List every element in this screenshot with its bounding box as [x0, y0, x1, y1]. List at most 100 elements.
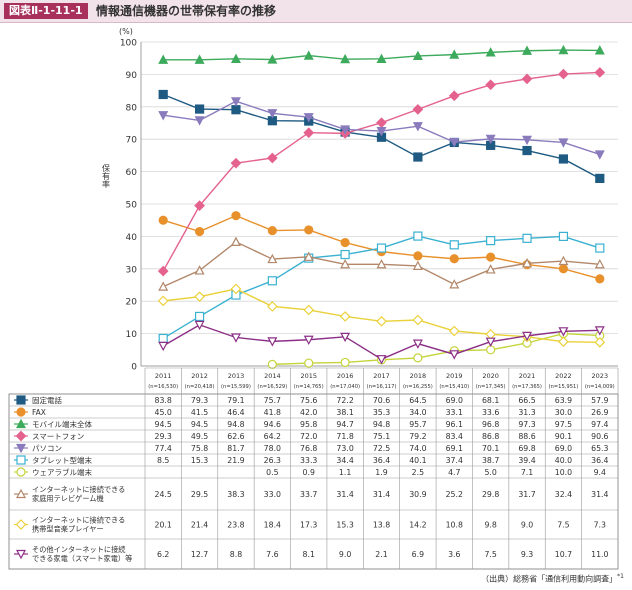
- table-cell-value: 90.1: [555, 432, 572, 441]
- table-cell-value: 33.6: [482, 408, 499, 417]
- legend-marker: [16, 418, 26, 429]
- data-point: [194, 116, 205, 126]
- table-cell-value: 90.6: [591, 432, 608, 441]
- data-point: [340, 332, 351, 343]
- table-cell-value: 11.0: [591, 550, 608, 559]
- table-cell-value: 72.0: [300, 432, 317, 441]
- data-point: [376, 315, 387, 327]
- table-cell-value: 9.4: [594, 468, 606, 477]
- data-point: [558, 336, 569, 348]
- table-cell-value: 68.1: [482, 396, 499, 405]
- data-point: [194, 54, 205, 64]
- data-point: [558, 68, 569, 80]
- table-cell-value: 10.8: [446, 521, 463, 530]
- x-tick-label: 2022: [555, 372, 572, 380]
- table-cell-value: 70.1: [482, 444, 499, 453]
- table-cell-value: 94.8: [227, 420, 244, 429]
- data-point: [594, 258, 605, 269]
- table-cell-value: 7.3: [594, 521, 606, 530]
- source-text: （出典）総務省「通信利用動向調査」: [481, 574, 618, 584]
- data-point: [412, 339, 423, 349]
- table-cell-value: 69.0: [555, 444, 572, 453]
- y-tick-label: 70: [126, 136, 138, 146]
- data-point: [522, 331, 533, 342]
- legend-marker: [16, 395, 26, 405]
- data-point: [230, 97, 241, 107]
- series-3: [157, 67, 606, 277]
- x-tick-label: 2017: [373, 372, 390, 380]
- y-tick-label: 50: [126, 201, 138, 211]
- table-cell-value: 31.4: [336, 490, 353, 499]
- data-point: [340, 258, 351, 269]
- data-point: [158, 54, 169, 64]
- data-point: [158, 281, 169, 291]
- x-sample-size: (n=14,765): [294, 384, 324, 390]
- y-tick-label: 40: [126, 233, 138, 243]
- data-point: [522, 258, 533, 268]
- table-cell-value: 45.0: [155, 408, 172, 417]
- legend-marker: [15, 519, 27, 530]
- y-tick-label: 90: [126, 71, 138, 81]
- data-point: [449, 254, 459, 264]
- table-cell-value: 83.4: [446, 432, 463, 441]
- data-point: [157, 265, 169, 277]
- table-cell-value: 34.0: [409, 408, 426, 417]
- table-cell-value: 70.6: [373, 396, 390, 405]
- data-point: [339, 311, 351, 322]
- table-cell-value: 21.4: [191, 521, 208, 530]
- data-point: [412, 50, 423, 61]
- x-sample-size: (n=16,255): [403, 384, 433, 390]
- data-point: [267, 54, 278, 64]
- legend-label: スマートフォン: [32, 432, 84, 441]
- y-axis-label: 保有率: [102, 163, 111, 189]
- data-point: [158, 215, 168, 225]
- table-cell-value: 74.0: [409, 444, 426, 453]
- series-7: [158, 236, 605, 291]
- source-footnote-mark: *1: [617, 573, 624, 580]
- legend-key-8: [14, 519, 28, 530]
- x-tick-label: 2013: [228, 372, 245, 380]
- table-cell-value: 7.1: [521, 468, 533, 477]
- table-cell-value: 39.4: [518, 456, 535, 465]
- table-cell-value: 13.8: [373, 521, 390, 530]
- table-cell-value: 36.4: [373, 456, 390, 465]
- data-point: [595, 243, 605, 253]
- data-point: [304, 358, 314, 368]
- table-cell-value: 69.1: [446, 444, 463, 453]
- legend-key-4: [14, 443, 28, 454]
- data-point: [558, 264, 569, 274]
- table-cell-value: 33.7: [300, 490, 317, 499]
- table-cell-value: 97.3: [518, 420, 535, 429]
- table-cell-value: 26.3: [264, 456, 281, 465]
- data-point: [340, 357, 350, 368]
- data-point: [230, 333, 241, 343]
- data-point: [413, 353, 423, 363]
- data-point: [194, 104, 205, 114]
- data-point: [266, 152, 278, 164]
- table-cell-value: 66.5: [518, 396, 535, 405]
- table-cell-value: 6.9: [412, 550, 424, 559]
- table-cell-value: 15.3: [336, 521, 353, 530]
- table-cell-value: 62.6: [227, 432, 244, 441]
- table-cell-value: 31.3: [518, 408, 535, 417]
- x-sample-size: (n=17,345): [476, 384, 506, 390]
- y-tick-label: 60: [126, 168, 138, 178]
- table-cell-value: 49.5: [191, 432, 208, 441]
- figure-header: 図表Ⅱ-1-11-1 情報通信機器の世帯保有率の推移: [0, 0, 632, 23]
- data-point: [340, 125, 351, 135]
- data-point: [303, 50, 314, 60]
- table-cell-value: 6.2: [157, 550, 169, 559]
- table-cell-value: 40.0: [555, 456, 572, 465]
- table-cell-value: 9.0: [521, 521, 533, 530]
- legend-key-3: [14, 430, 28, 442]
- data-point: [340, 53, 351, 64]
- data-point: [340, 249, 350, 260]
- legend-key-0: [14, 395, 28, 405]
- table-cell-value: 4.7: [448, 468, 460, 477]
- x-sample-size: (n=17,365): [512, 384, 542, 390]
- table-cell-value: 29.8: [482, 490, 499, 499]
- data-point: [558, 44, 569, 55]
- data-point: [266, 301, 278, 312]
- table-cell-value: 94.7: [336, 420, 353, 429]
